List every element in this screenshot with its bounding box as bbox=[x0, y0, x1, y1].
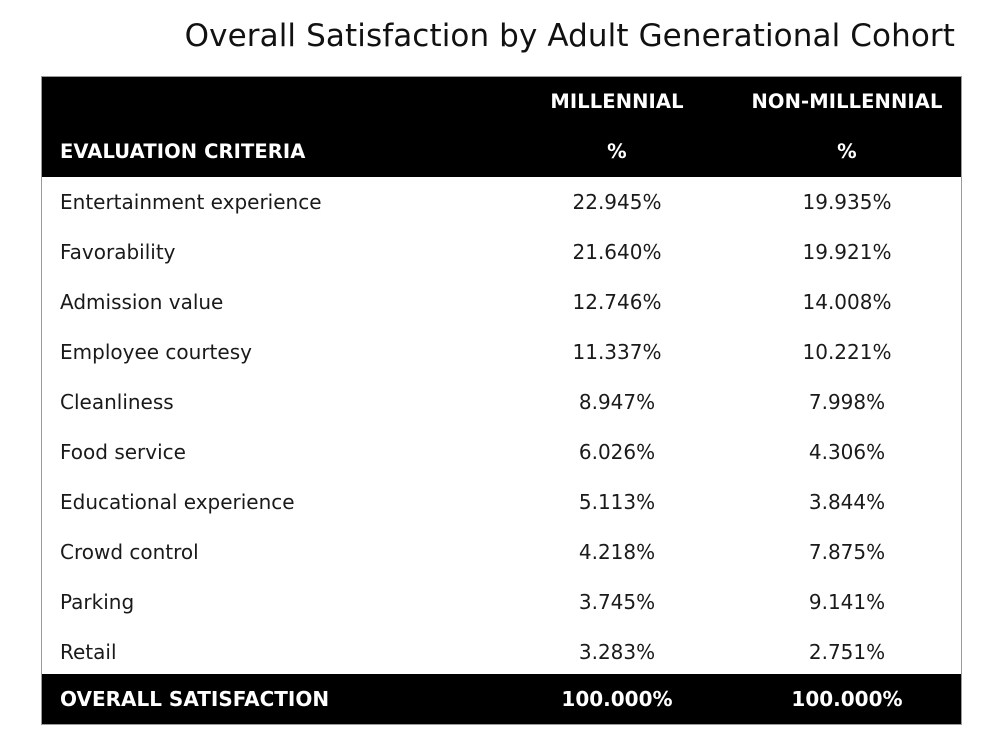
millennial-column-header: MILLENNIAL bbox=[550, 90, 684, 113]
millennial-value-cell: 21.640% bbox=[572, 240, 662, 264]
non-millennial-value-cell: 7.998% bbox=[808, 390, 886, 414]
criteria-cell: Educational experience bbox=[60, 490, 295, 514]
criteria-cell: Admission value bbox=[60, 290, 224, 314]
criteria-cell: Parking bbox=[60, 590, 135, 614]
criteria-cell: Cleanliness bbox=[60, 390, 174, 414]
non-millennial-value-cell: 10.221% bbox=[802, 340, 892, 364]
non-millennial-value-cell: 2.751% bbox=[808, 640, 886, 664]
criteria-cell: Food service bbox=[60, 440, 186, 464]
criteria-cell: Favorability bbox=[60, 240, 176, 264]
satisfaction-table: MILLENNIAL NON-MILLENNIAL EVALUATION CRI… bbox=[41, 76, 962, 725]
criteria-column-header: EVALUATION CRITERIA bbox=[60, 140, 306, 163]
millennial-value-cell: 11.337% bbox=[572, 340, 662, 364]
millennial-value-cell: 3.283% bbox=[578, 640, 656, 664]
non-millennial-value-cell: 14.008% bbox=[802, 290, 892, 314]
non-millennial-value-cell: 19.935% bbox=[802, 190, 892, 214]
millennial-value-cell: 5.113% bbox=[578, 490, 656, 514]
non-millennial-column-header: NON-MILLENNIAL bbox=[751, 90, 943, 113]
non-millennial-value-cell: 9.141% bbox=[808, 590, 886, 614]
criteria-cell: Employee courtesy bbox=[60, 340, 252, 364]
table-header: MILLENNIAL NON-MILLENNIAL EVALUATION CRI… bbox=[42, 77, 961, 177]
table-footer: OVERALL SATISFACTION 100.000% 100.000% bbox=[42, 674, 961, 724]
millennial-value-cell: 8.947% bbox=[578, 390, 656, 414]
millennial-value-cell: 22.945% bbox=[572, 190, 662, 214]
overall-satisfaction-label: OVERALL SATISFACTION bbox=[60, 687, 330, 711]
millennial-value-cell: 12.746% bbox=[572, 290, 662, 314]
criteria-cell: Retail bbox=[60, 640, 117, 664]
criteria-cell: Entertainment experience bbox=[60, 190, 322, 214]
millennial-unit-header: % bbox=[607, 140, 627, 163]
millennial-value-cell: 3.745% bbox=[578, 590, 656, 614]
non-millennial-value-cell: 19.921% bbox=[802, 240, 892, 264]
non-millennial-value-cell: 4.306% bbox=[808, 440, 886, 464]
overall-millennial-value: 100.000% bbox=[561, 687, 673, 711]
overall-non-millennial-value: 100.000% bbox=[791, 687, 903, 711]
millennial-value-cell: 6.026% bbox=[578, 440, 656, 464]
non-millennial-unit-header: % bbox=[837, 140, 857, 163]
millennial-value-cell: 4.218% bbox=[578, 540, 656, 564]
criteria-cell: Crowd control bbox=[60, 540, 199, 564]
non-millennial-value-cell: 7.875% bbox=[808, 540, 886, 564]
non-millennial-value-cell: 3.844% bbox=[808, 490, 886, 514]
chart-title: Overall Satisfaction by Adult Generation… bbox=[184, 18, 955, 54]
